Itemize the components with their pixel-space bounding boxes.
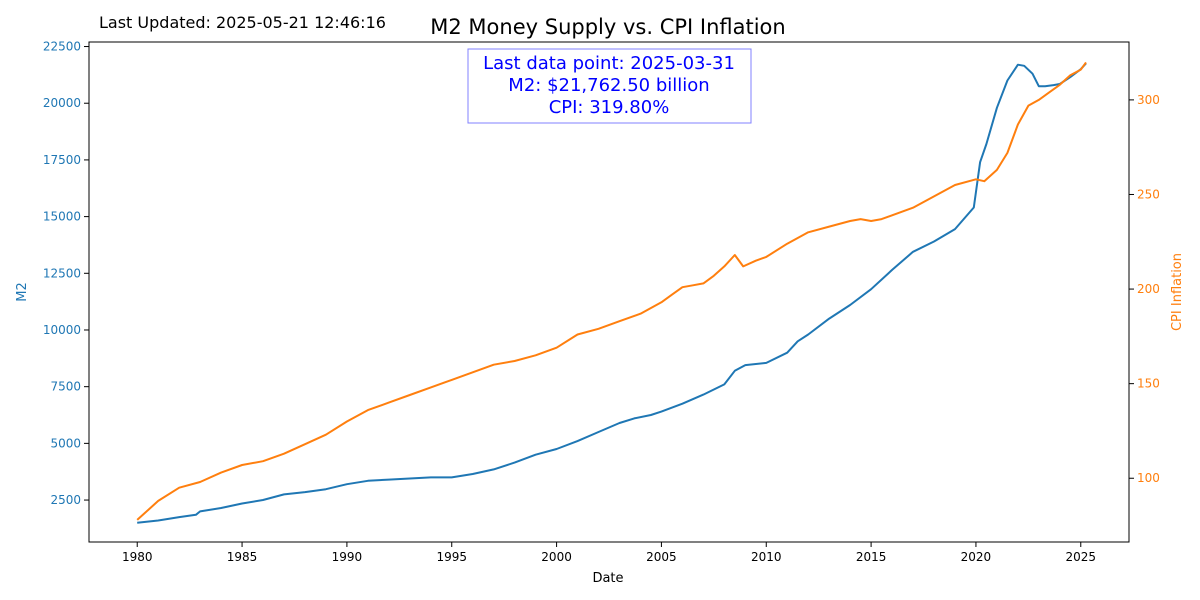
y-left-tick-label: 17500	[43, 153, 81, 167]
series-layer	[136, 61, 1087, 524]
x-tick-label: 1985	[227, 550, 258, 564]
annotation-frame	[467, 48, 752, 124]
annotation-line-date: Last data point: 2025-03-31	[483, 53, 735, 74]
x-tick-label: 1990	[332, 550, 363, 564]
y-right-tick-label: 200	[1137, 282, 1160, 296]
x-tick-label: 1980	[122, 550, 153, 564]
x-tick-label: 2015	[856, 550, 887, 564]
y-right-tick-label: 250	[1137, 187, 1160, 201]
y-left-tick-label: 2500	[50, 493, 81, 507]
y-left-tick-label: 5000	[50, 436, 81, 450]
x-axis-label: Date	[592, 571, 623, 586]
plot-area-frame	[88, 41, 1130, 543]
axes-layer	[88, 41, 1130, 543]
ticks-layer: 1980 1985 1990 1995 2000 2005 2010 2015 2020 2025…	[43, 40, 1160, 564]
annotation-box: Last data point: 2025-03-31 M2: $21,762.…	[467, 48, 752, 124]
cpi-series-line	[136, 61, 1087, 521]
y-axis-right-label: CPI Inflation	[1170, 253, 1185, 331]
y-left-tick-label: 12500	[43, 266, 81, 280]
chart-title: M2 Money Supply vs. CPI Inflation	[430, 15, 785, 39]
x-tick-label: 2025	[1066, 550, 1097, 564]
y-right-tick-label: 100	[1137, 471, 1160, 485]
y-axis-left-label: M2	[15, 282, 30, 302]
y-right-tick-label: 300	[1137, 93, 1160, 107]
x-tick-label: 2010	[751, 550, 782, 564]
y-left-tick-label: 20000	[43, 96, 81, 110]
x-tick-label: 2000	[541, 550, 572, 564]
y-left-tick-label: 22500	[43, 40, 81, 54]
x-tick-label: 2020	[961, 550, 992, 564]
annotation-line-m2: M2: $21,762.50 billion	[508, 75, 709, 96]
last-updated-text: Last Updated: 2025-05-21 12:46:16	[99, 13, 386, 32]
x-tick-label: 2005	[646, 550, 677, 564]
y-left-tick-label: 7500	[50, 380, 81, 394]
x-tick-label: 1995	[436, 550, 467, 564]
y-left-tick-label: 15000	[43, 210, 81, 224]
y-left-tick-label: 10000	[43, 323, 81, 337]
y-right-tick-label: 150	[1137, 377, 1160, 391]
annotation-line-cpi: CPI: 319.80%	[549, 97, 670, 118]
m2-series-line	[137, 62, 1087, 524]
